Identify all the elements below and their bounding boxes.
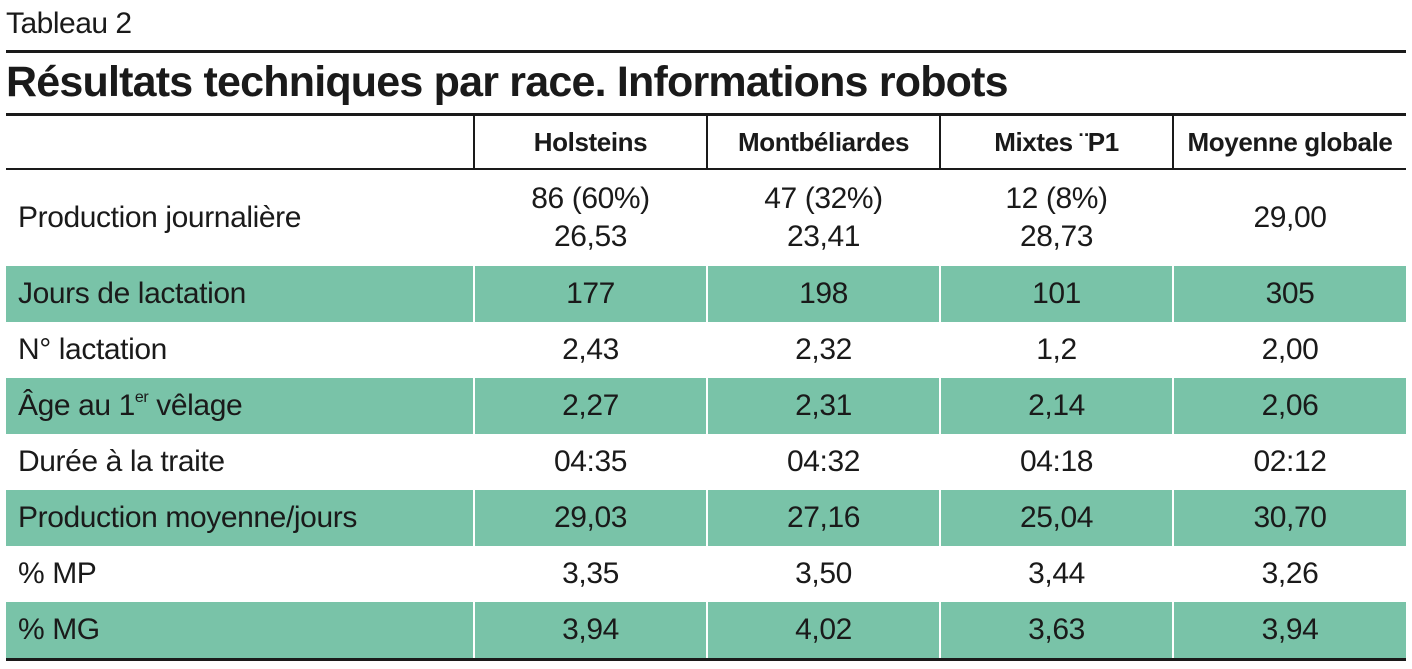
column-header-mixtes: Mixtes ¨P1 [939,116,1172,168]
table-cell: 3,50 [706,546,939,602]
table-cell: 3,94 [1172,602,1406,658]
table-cell: 3,35 [473,546,706,602]
cell-value-count: 12 (8%) [1005,182,1108,215]
row-label: Âge au 1 er vêlage [18,389,243,422]
column-header-moyenne-globale: Moyenne globale [1172,116,1406,168]
cell-value-production: 28,73 [1019,220,1094,253]
cell-value-count: 86 (60%) [531,182,650,215]
table-cell: 29,03 [473,490,706,546]
table-row-age-premier-velage: Âge au 1 er vêlage 2,27 2,31 2,14 2,06 [6,378,1406,434]
table-row-production-journaliere: Production journalière 86 (60%) 26,53 47… [6,170,1406,266]
row-label: % MG [18,613,100,646]
title-rule [6,50,1406,53]
row-label: N° lactation [18,333,167,366]
table-cell: 29,00 [1172,170,1406,266]
table-cell: 12 (8%) 28,73 [939,170,1172,266]
table-row-mg: % MG 3,94 4,02 3,63 3,94 [6,602,1406,658]
table-cell: 2,32 [706,322,939,378]
row-label-start: Âge au 1 [18,389,135,422]
table-cell: 2,06 [1172,378,1406,434]
table-cell: 02:12 [1172,434,1406,490]
cell-value-production: 23,41 [786,220,861,253]
column-header-holsteins: Holsteins [473,116,706,168]
table-cell: 177 [473,266,706,322]
table-cell: 3,44 [939,546,1172,602]
cell-value-production: 26,53 [553,220,628,253]
table-cell: 2,43 [473,322,706,378]
table-number-label: Tableau 2 [6,7,132,40]
row-label-end: vêlage [148,389,243,422]
table-row-jours-de-lactation: Jours de lactation 177 198 101 305 [6,266,1406,322]
table-title: Résultats techniques par race. Informati… [6,58,1009,106]
table-cell: 198 [706,266,939,322]
table-cell: 101 [939,266,1172,322]
table-row-mp: % MP 3,35 3,50 3,44 3,26 [6,546,1406,602]
header-empty-cell [6,116,473,168]
table-cell: 2,14 [939,378,1172,434]
table-cell: 86 (60%) 26,53 [473,170,706,266]
row-label: Jours de lactation [18,277,246,310]
table-row-duree-traite: Durée à la traite 04:35 04:32 04:18 02:1… [6,434,1406,490]
table-cell: 2,00 [1172,322,1406,378]
row-label: Production moyenne/jours [18,501,357,534]
table-cell: 25,04 [939,490,1172,546]
row-label: Durée à la traite [18,445,225,478]
table-row-production-moyenne: Production moyenne/jours 29,03 27,16 25,… [6,490,1406,546]
row-label: % MP [18,557,97,590]
table-cell: 04:18 [939,434,1172,490]
table-cell: 2,27 [473,378,706,434]
table-cell: 47 (32%) 23,41 [706,170,939,266]
table-cell: 1,2 [939,322,1172,378]
results-table: Holsteins Montbéliardes Mixtes ¨P1 Moyen… [6,113,1406,661]
column-header-montbeliardes: Montbéliardes [706,116,939,168]
table-row-numero-lactation: N° lactation 2,43 2,32 1,2 2,00 [6,322,1406,378]
table-cell: 305 [1172,266,1406,322]
table-cell: 04:35 [473,434,706,490]
table-cell: 3,26 [1172,546,1406,602]
table-cell: 3,63 [939,602,1172,658]
table-cell: 04:32 [706,434,939,490]
row-label: Production journalière [18,201,302,234]
table-cell: 4,02 [706,602,939,658]
table-header-row: Holsteins Montbéliardes Mixtes ¨P1 Moyen… [6,116,1406,170]
table-cell: 2,31 [706,378,939,434]
table-cell: 27,16 [706,490,939,546]
table-cell: 30,70 [1172,490,1406,546]
cell-value-count: 47 (32%) [764,182,883,215]
table-cell: 3,94 [473,602,706,658]
